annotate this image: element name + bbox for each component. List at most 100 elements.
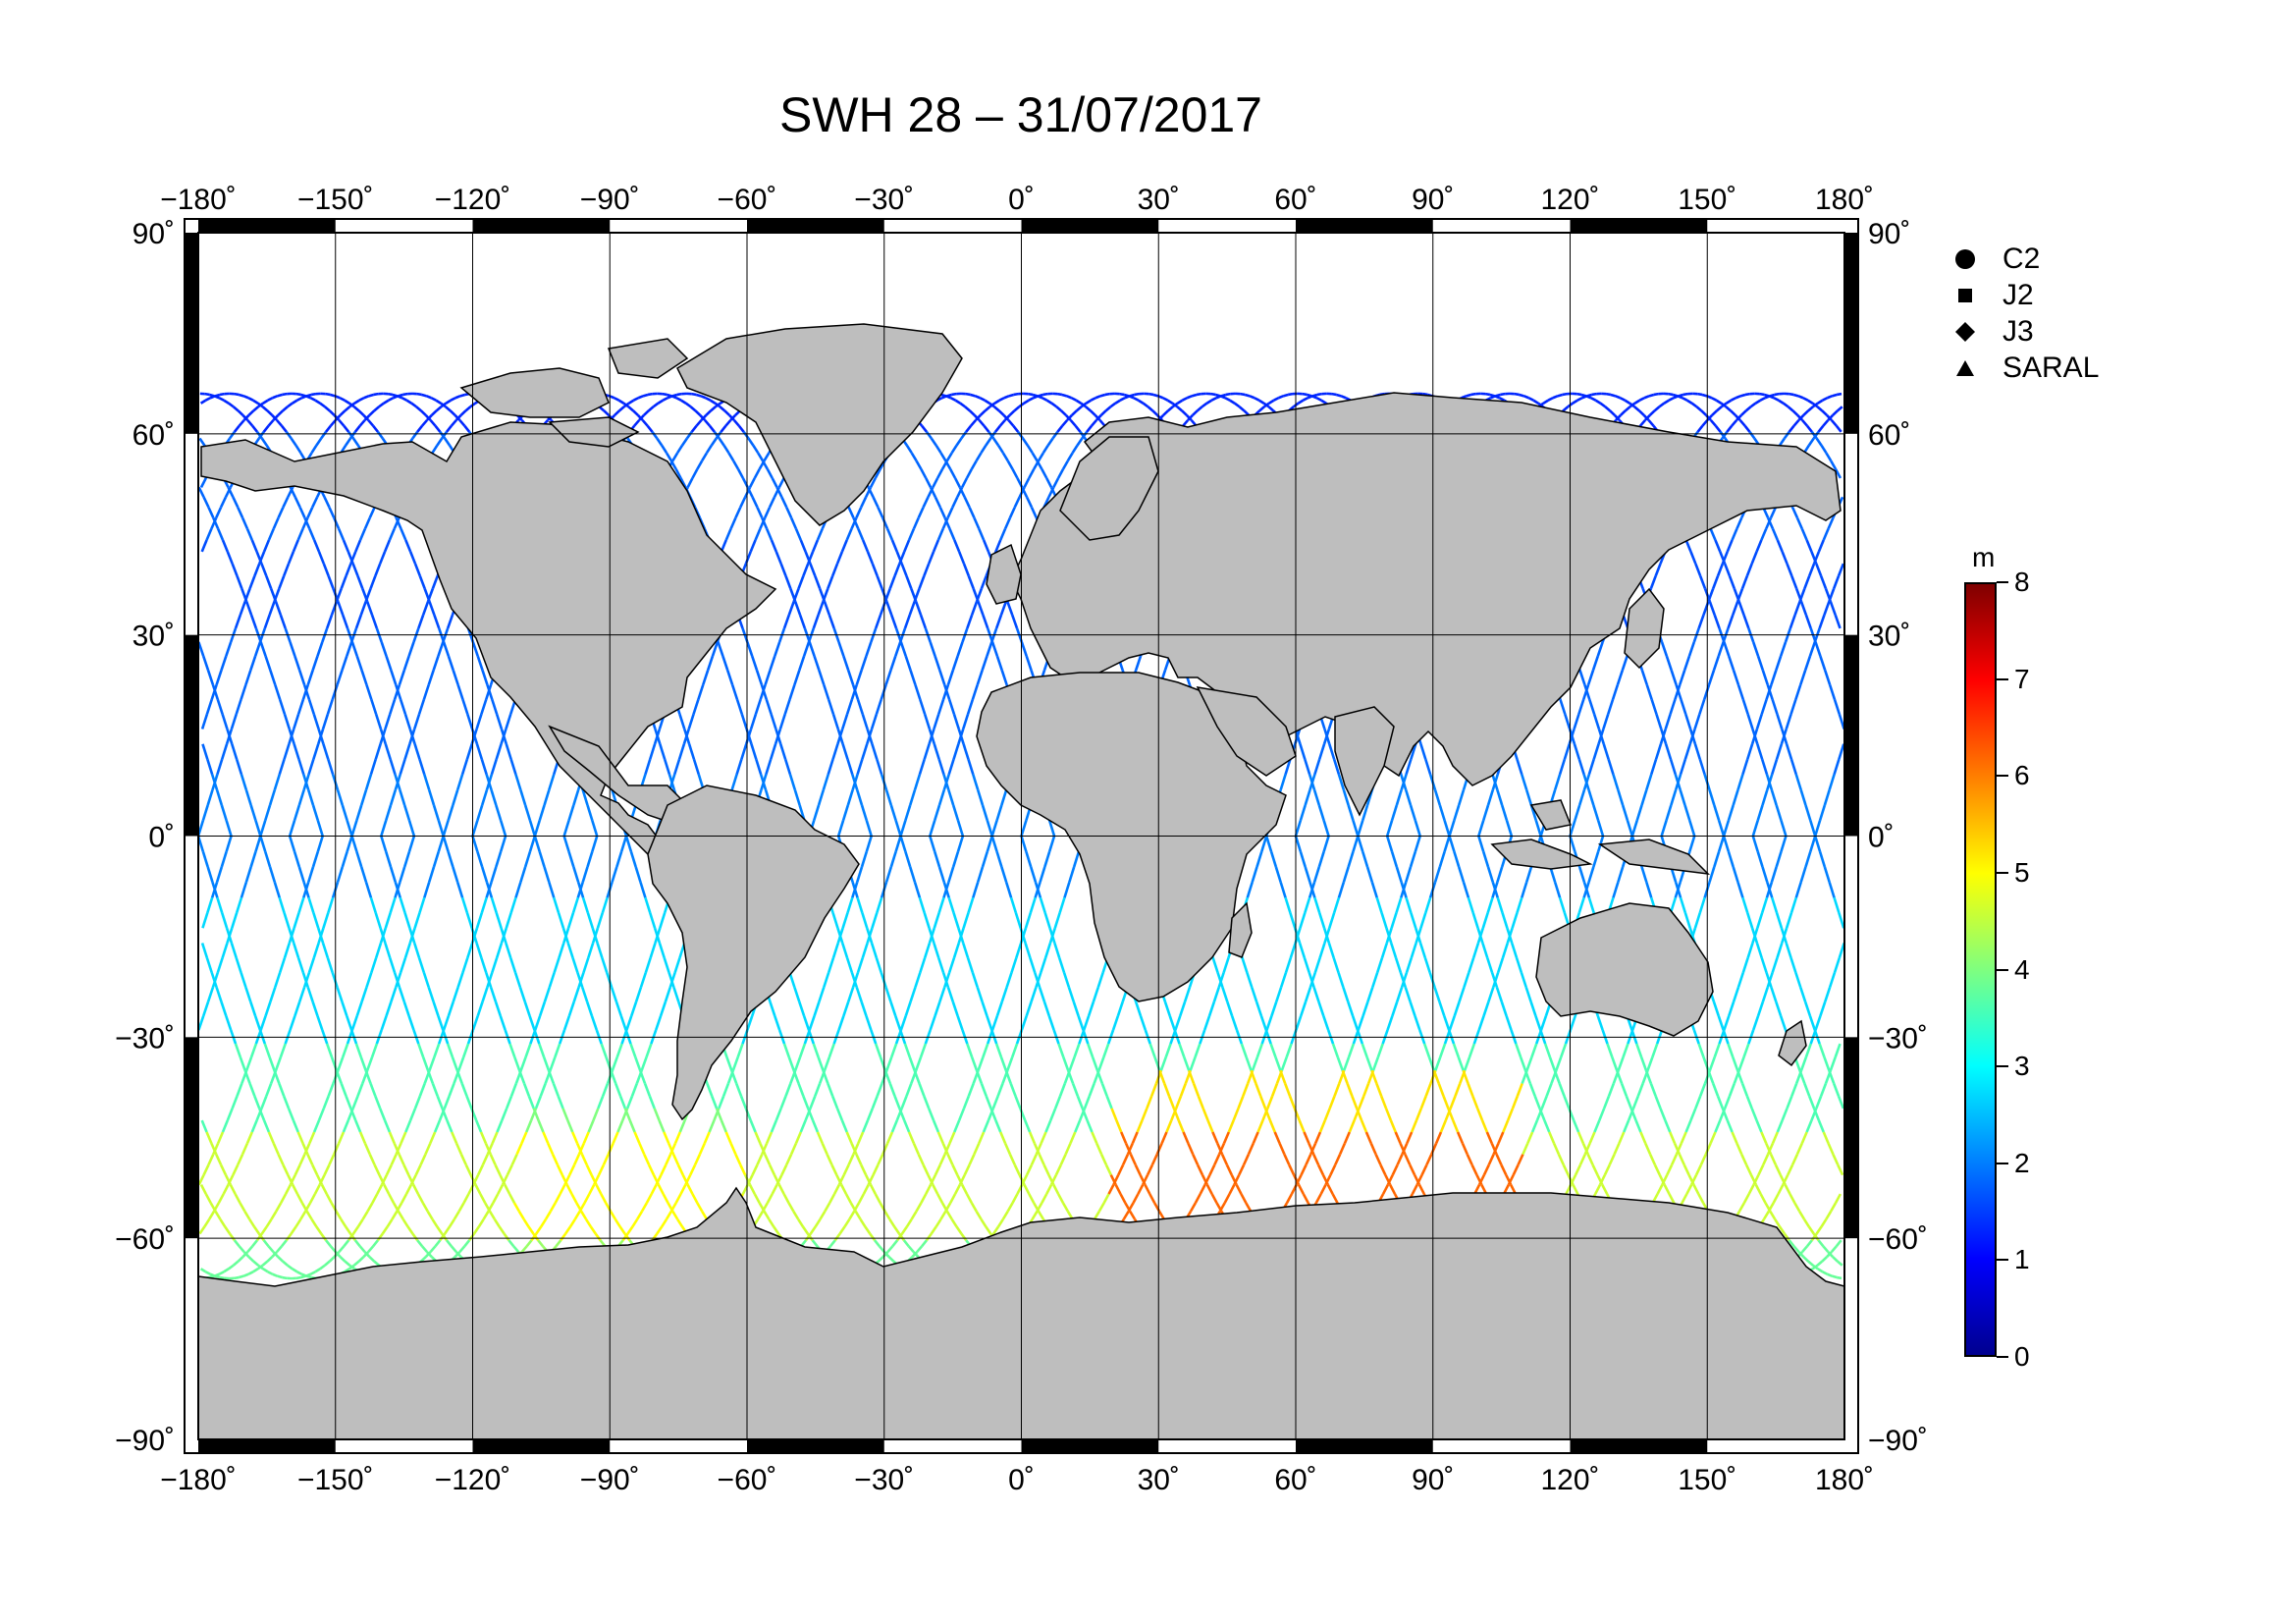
track-segment (201, 804, 209, 822)
track-segment (1020, 641, 1028, 657)
track-segment (1761, 987, 1769, 1002)
track-segment (426, 395, 432, 400)
track-segment (1295, 1015, 1303, 1031)
track-segment (838, 1225, 846, 1235)
track-segment (1709, 1131, 1717, 1145)
track-segment (1755, 713, 1764, 730)
track-segment (640, 1056, 648, 1071)
track-segment (1776, 1119, 1784, 1133)
track-segment (1591, 392, 1597, 397)
track-segment (1788, 424, 1795, 433)
track-segment (402, 804, 411, 822)
track-segment (355, 1001, 363, 1017)
track-segment (782, 614, 791, 629)
track-segment (729, 1143, 737, 1156)
track-segment (1666, 1163, 1674, 1176)
track-segment (725, 1056, 733, 1071)
track-segment (1482, 1163, 1490, 1176)
track-segment (1042, 1001, 1051, 1017)
track-segment (1648, 393, 1655, 398)
track-segment (1746, 912, 1754, 929)
track-segment (658, 943, 667, 959)
track-segment (1660, 641, 1669, 657)
track-segment (874, 1043, 882, 1058)
track-segment (996, 1083, 1004, 1097)
track-segment (910, 1210, 918, 1220)
track-segment (1807, 406, 1814, 412)
track-segment (1056, 1193, 1065, 1204)
track-segment (1342, 987, 1350, 1002)
track-segment (417, 957, 426, 974)
track-segment (1068, 1056, 1076, 1071)
track-segment (399, 789, 406, 806)
track-segment (770, 713, 777, 730)
track-segment (1265, 1015, 1273, 1031)
track-segment (766, 468, 774, 479)
track-segment (944, 1202, 952, 1213)
track-segment (1822, 527, 1830, 541)
track-segment (477, 1218, 485, 1228)
track-segment (1081, 431, 1089, 440)
track-segment (452, 670, 459, 685)
track-segment (1358, 1095, 1365, 1109)
track-segment (779, 743, 787, 760)
track-segment (701, 1210, 709, 1220)
track-segment (220, 850, 228, 868)
track-segment (757, 1210, 765, 1220)
track-segment (1390, 850, 1399, 868)
track-segment (768, 496, 776, 509)
track-segment (1080, 402, 1087, 408)
track-segment (344, 406, 351, 412)
track-segment (734, 507, 742, 518)
track-segment (383, 1119, 392, 1133)
track-segment (971, 683, 980, 700)
track-segment (965, 424, 973, 433)
track-segment (1045, 399, 1053, 405)
track-segment (568, 1218, 576, 1228)
track-segment (1564, 713, 1572, 730)
track-segment (1313, 896, 1321, 914)
track-segment (1308, 774, 1316, 790)
track-segment (937, 789, 946, 806)
track-segment (710, 437, 718, 447)
track-segment (1819, 655, 1827, 672)
track-segment (1307, 395, 1313, 400)
track-segment (1686, 399, 1693, 405)
track-segment (1255, 1001, 1263, 1017)
track-segment (1189, 1056, 1197, 1071)
track-segment (973, 516, 981, 529)
track-segment (1308, 882, 1316, 898)
track-segment (296, 527, 304, 541)
track-segment (602, 1154, 610, 1165)
track-segment (624, 836, 633, 852)
track-segment (1327, 943, 1335, 959)
track-segment (1668, 392, 1674, 397)
track-segment (582, 957, 590, 974)
track-segment (934, 1218, 942, 1228)
track-segment (1471, 1095, 1479, 1109)
track-segment (1054, 1163, 1062, 1176)
track-segment (1414, 836, 1421, 852)
track-segment (344, 1260, 351, 1267)
track-segment (861, 743, 869, 760)
track-segment (308, 1131, 316, 1145)
track-segment (459, 409, 467, 416)
track-segment (466, 943, 474, 959)
track-segment (246, 419, 254, 427)
track-segment (774, 1015, 781, 1031)
track-segment (223, 399, 230, 405)
track-segment (380, 836, 388, 852)
track-segment (319, 1264, 326, 1271)
track-segment (293, 804, 301, 822)
track-segment (1434, 1056, 1442, 1071)
track-segment (1297, 399, 1305, 405)
track-segment (994, 1043, 1003, 1058)
track-segment (240, 683, 247, 700)
track-segment (1779, 1015, 1788, 1031)
track-segment (746, 1015, 754, 1031)
track-segment (1577, 698, 1585, 715)
track-segment (1210, 392, 1216, 397)
track-segment (1802, 1256, 1810, 1263)
track-segment (1593, 1119, 1601, 1133)
track-segment (341, 1043, 349, 1058)
